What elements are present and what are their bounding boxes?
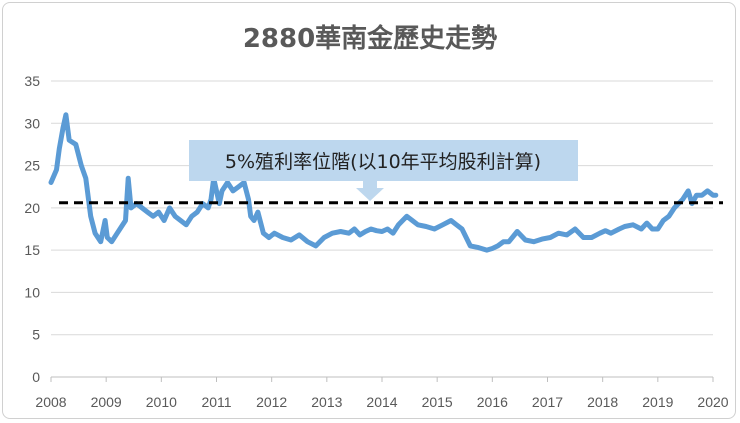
y-tick-label-5: 25 [24, 158, 40, 174]
callout-arrow [356, 181, 384, 201]
x-tick-label-5: 2013 [311, 394, 342, 410]
x-tick-label-4: 2012 [256, 394, 287, 410]
y-tick-label-1: 5 [32, 327, 40, 343]
y-tick-label-3: 15 [24, 242, 40, 258]
x-tick-label-3: 2011 [201, 394, 231, 410]
series-line [48, 112, 719, 253]
y-tick-label-2: 10 [24, 284, 40, 300]
callout: 5%殖利率位階(以10年平均股利計算) [189, 140, 578, 201]
y-tick-label-7: 35 [24, 73, 40, 89]
x-tick-label-10: 2018 [587, 394, 618, 410]
x-tick-label-9: 2017 [532, 394, 563, 410]
x-tick-label-11: 2019 [642, 394, 673, 410]
y-tick-label-6: 30 [24, 115, 40, 131]
x-tick-label-1: 2009 [91, 394, 122, 410]
x-tick-label-8: 2016 [477, 394, 508, 410]
x-axis: 2008 2009 2010 2011 2012 2013 2014 2015 2016 2017… [35, 377, 729, 410]
y-axis: 0 5 10 15 20 25 30 35 [24, 73, 40, 385]
y-tick-label-0: 0 [32, 369, 40, 385]
x-tick-label-12: 2020 [697, 394, 728, 410]
y-tick-label-4: 20 [24, 200, 40, 216]
chart-title: 2880華南金歷史走勢 [243, 23, 497, 54]
x-tick-label-0: 2008 [35, 394, 66, 410]
x-tick-label-6: 2014 [366, 394, 397, 410]
callout-label: 5%殖利率位階(以10年平均股利計算) [225, 151, 541, 173]
series-layer [48, 112, 719, 253]
x-tick-label-2: 2010 [146, 394, 177, 410]
x-tick-label-7: 2015 [422, 394, 453, 410]
callout-box [189, 140, 578, 181]
